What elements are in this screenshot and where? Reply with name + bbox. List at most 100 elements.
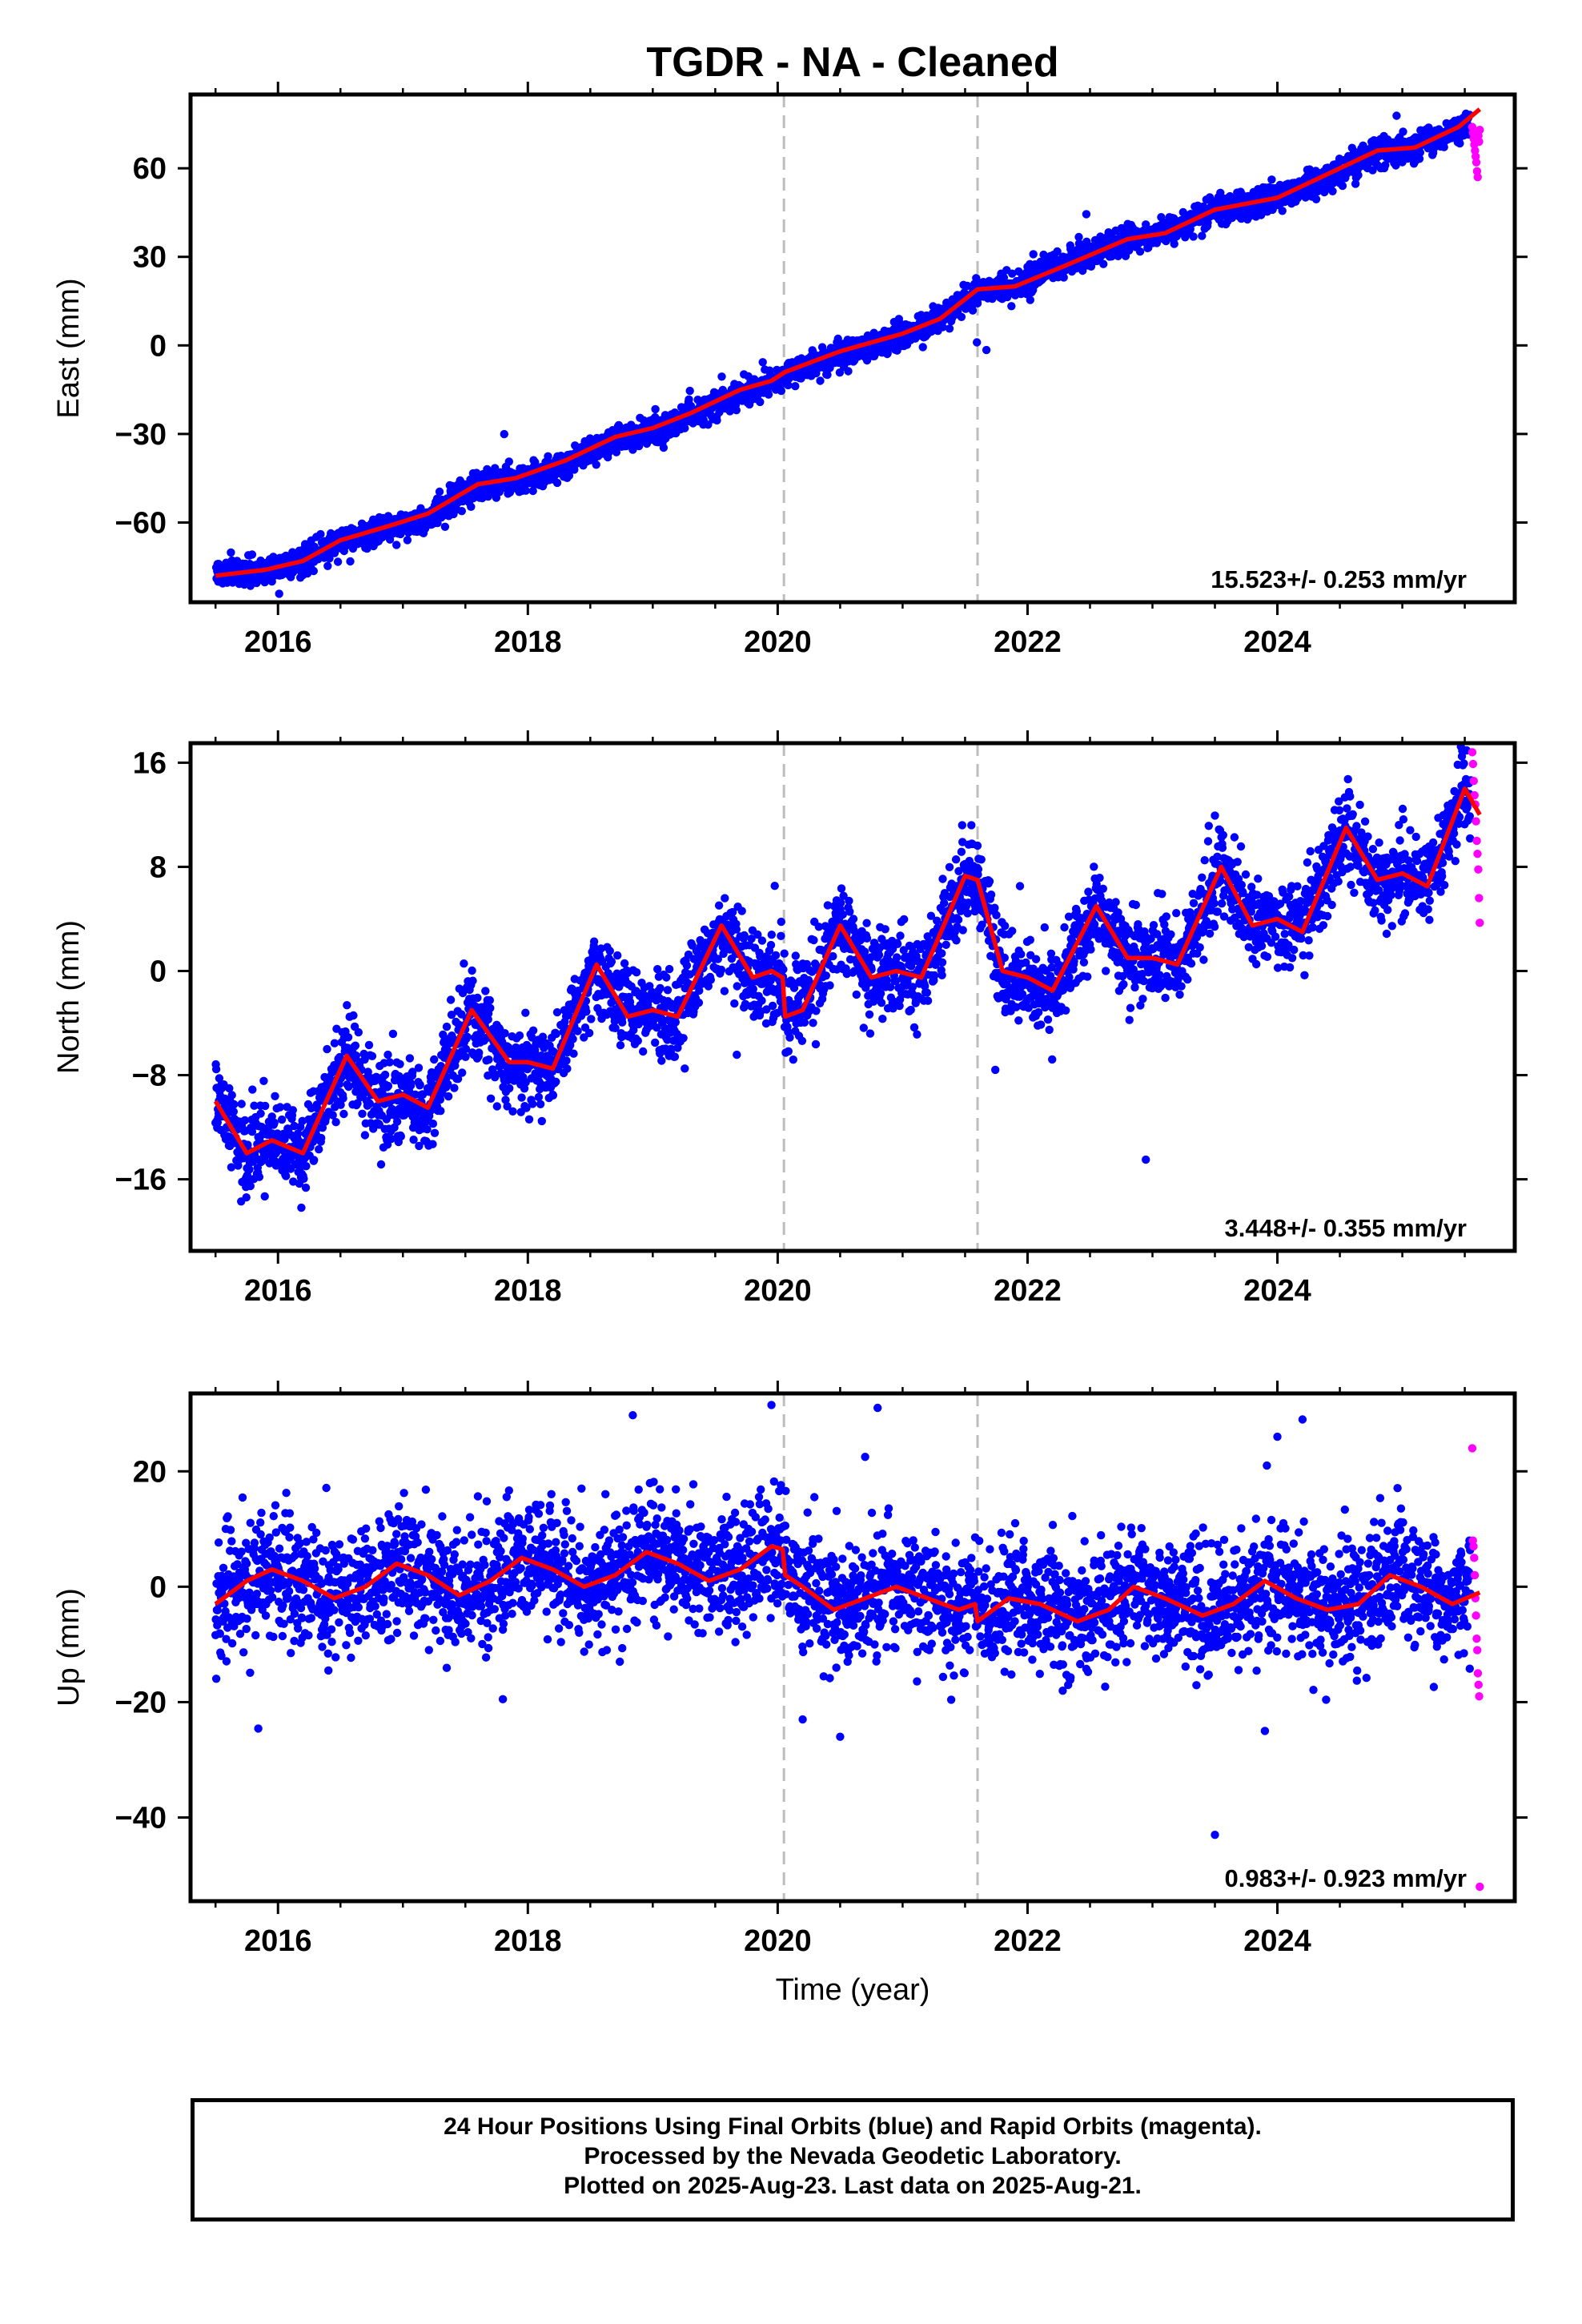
- data-point: [415, 1141, 424, 1151]
- data-point: [1026, 296, 1035, 304]
- data-point: [316, 529, 325, 539]
- data-point: [414, 1063, 424, 1072]
- data-point: [294, 1129, 303, 1138]
- data-point: [444, 1080, 452, 1088]
- data-point: [261, 1101, 270, 1111]
- data-point: [1328, 187, 1337, 195]
- final-orbit-points: [211, 743, 1476, 1212]
- data-point: [982, 345, 991, 355]
- data-point: [862, 356, 872, 365]
- data-point: [363, 1068, 372, 1076]
- data-point: [247, 550, 257, 559]
- data-point: [531, 457, 540, 467]
- data-point: [756, 397, 765, 407]
- data-point: [732, 406, 741, 415]
- plot-area: [211, 743, 1484, 1212]
- data-point: [225, 1084, 234, 1093]
- data-point: [250, 1101, 259, 1110]
- rapid-point: [1472, 158, 1481, 167]
- rapid-point: [1475, 137, 1484, 147]
- data-point: [444, 1092, 453, 1101]
- data-point: [275, 589, 283, 598]
- data-point: [256, 1109, 265, 1118]
- data-point: [528, 1026, 538, 1035]
- data-point: [302, 1162, 311, 1171]
- data-point: [607, 957, 616, 966]
- data-point: [328, 1111, 337, 1120]
- data-point: [315, 1145, 323, 1154]
- data-point: [704, 420, 713, 429]
- data-point: [534, 1092, 544, 1102]
- data-point: [1053, 247, 1062, 256]
- data-point: [681, 424, 689, 432]
- data-point: [383, 1081, 393, 1091]
- data-point: [544, 452, 552, 460]
- data-point: [844, 367, 853, 376]
- data-point: [277, 1115, 287, 1124]
- data-point: [440, 522, 450, 531]
- data-point: [501, 1096, 510, 1104]
- data-point: [365, 1100, 375, 1108]
- data-point: [405, 1054, 415, 1063]
- rate-label: 15.523+/- 0.253 mm/yr: [1211, 565, 1467, 593]
- data-point: [552, 1077, 560, 1087]
- data-point: [663, 1035, 672, 1044]
- model-fit-line: [215, 107, 1482, 578]
- data-point: [963, 281, 972, 291]
- data-point: [665, 964, 674, 974]
- data-point: [616, 1041, 625, 1050]
- data-point: [227, 548, 235, 557]
- data-point: [973, 338, 982, 347]
- data-point: [656, 983, 665, 993]
- x-tick-label: 2022: [994, 625, 1062, 659]
- data-point: [380, 1070, 390, 1080]
- data-point: [346, 557, 355, 566]
- data-point: [351, 1051, 360, 1060]
- data-point: [1078, 266, 1087, 275]
- data-point: [1170, 239, 1178, 248]
- y-tick-label: 0: [150, 329, 167, 363]
- data-point: [428, 1140, 437, 1148]
- data-point: [457, 507, 466, 516]
- y-tick-label: 60: [133, 152, 167, 186]
- data-point: [503, 1102, 512, 1111]
- data-point: [1351, 179, 1360, 188]
- data-point: [1311, 195, 1321, 203]
- data-point: [552, 1007, 562, 1017]
- data-point: [343, 1033, 353, 1042]
- data-point: [458, 988, 468, 998]
- data-point: [733, 982, 741, 991]
- data-point: [485, 995, 494, 1005]
- data-point: [706, 975, 715, 984]
- data-point: [447, 1011, 456, 1019]
- data-point: [504, 457, 513, 466]
- data-point: [659, 443, 669, 452]
- plot-frame: [188, 92, 1517, 605]
- data-point: [351, 1041, 360, 1050]
- data-point: [653, 965, 662, 974]
- data-point: [973, 299, 982, 308]
- data-point: [288, 1106, 297, 1115]
- data-point: [611, 1023, 620, 1033]
- data-point: [339, 1094, 347, 1103]
- data-point: [552, 478, 562, 488]
- data-point: [670, 1052, 680, 1061]
- data-point: [1007, 302, 1016, 311]
- data-point: [732, 925, 741, 934]
- data-point: [321, 1114, 330, 1123]
- data-point: [396, 1059, 404, 1069]
- data-point: [685, 395, 693, 404]
- data-point: [1354, 171, 1363, 179]
- data-point: [667, 1044, 676, 1054]
- data-point: [1198, 231, 1207, 240]
- data-point: [475, 1048, 484, 1057]
- data-point: [538, 1032, 548, 1041]
- data-point: [428, 1120, 438, 1128]
- data-point: [406, 1081, 416, 1090]
- data-point: [626, 1002, 635, 1011]
- data-point: [524, 1115, 534, 1124]
- x-tick-label: 2016: [244, 625, 312, 659]
- data-point: [442, 1022, 452, 1031]
- data-point: [435, 487, 444, 497]
- data-point: [387, 1134, 396, 1144]
